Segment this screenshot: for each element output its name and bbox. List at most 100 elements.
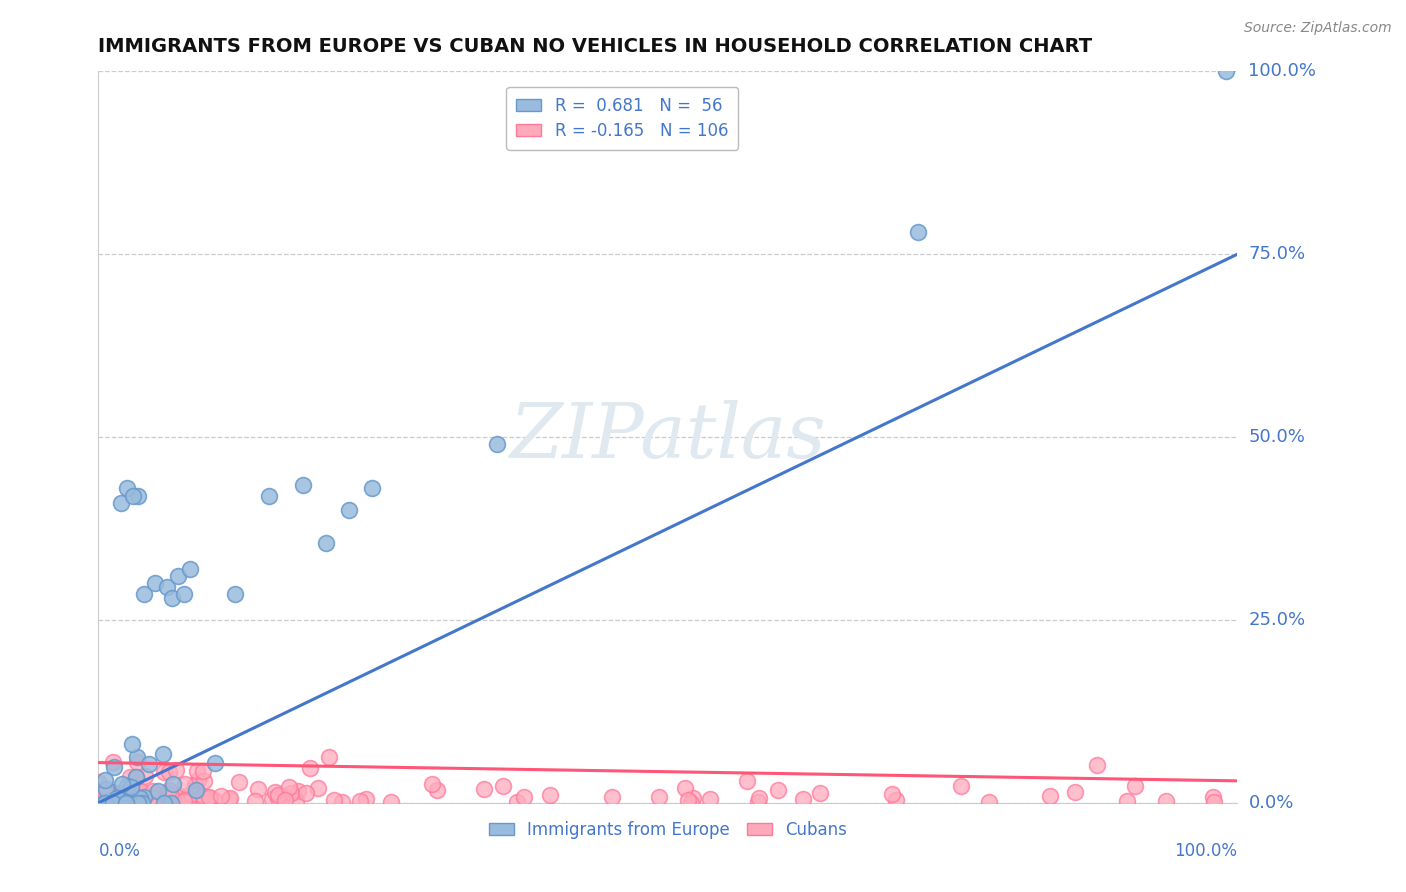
Point xyxy=(115,788,138,802)
Point xyxy=(299,761,322,775)
Point xyxy=(129,791,152,805)
Point xyxy=(380,795,402,809)
Point xyxy=(1204,795,1226,809)
Point xyxy=(1154,794,1177,808)
Point xyxy=(735,774,758,789)
Point xyxy=(100,796,122,810)
Point xyxy=(337,503,360,517)
Point xyxy=(202,793,225,807)
Point xyxy=(678,793,700,807)
Point xyxy=(198,790,221,805)
Point xyxy=(186,772,208,787)
Point xyxy=(318,750,340,764)
Point xyxy=(180,787,202,801)
Point xyxy=(162,777,184,791)
Point xyxy=(219,791,242,805)
Point xyxy=(94,796,117,810)
Point xyxy=(267,790,290,805)
Point xyxy=(748,791,770,805)
Point xyxy=(259,489,281,503)
Point xyxy=(191,764,214,778)
Point xyxy=(747,795,769,809)
Point xyxy=(274,793,297,807)
Point xyxy=(120,780,142,795)
Point xyxy=(141,789,163,803)
Point xyxy=(179,562,201,576)
Text: 50.0%: 50.0% xyxy=(1249,428,1305,446)
Point xyxy=(115,790,138,805)
Point xyxy=(512,790,534,805)
Point xyxy=(157,783,180,797)
Point xyxy=(101,796,124,810)
Point xyxy=(211,789,233,803)
Point xyxy=(152,793,174,807)
Point xyxy=(1039,789,1062,804)
Point xyxy=(132,587,155,601)
Point xyxy=(506,795,529,809)
Point xyxy=(600,790,623,805)
Point xyxy=(267,788,290,802)
Point xyxy=(295,786,318,800)
Point xyxy=(160,796,183,810)
Point xyxy=(307,781,329,796)
Point xyxy=(323,793,346,807)
Point xyxy=(699,792,721,806)
Text: 25.0%: 25.0% xyxy=(1249,611,1306,629)
Point xyxy=(157,764,180,779)
Point xyxy=(808,786,831,800)
Point xyxy=(177,792,200,806)
Text: 100.0%: 100.0% xyxy=(1249,62,1316,80)
Point xyxy=(315,536,337,550)
Point xyxy=(354,792,377,806)
Point xyxy=(204,756,226,770)
Text: 0.0%: 0.0% xyxy=(98,842,141,860)
Point xyxy=(112,796,135,810)
Point xyxy=(228,775,250,789)
Point xyxy=(486,437,509,451)
Point xyxy=(176,789,198,804)
Point xyxy=(1085,758,1108,772)
Point xyxy=(87,775,110,789)
Point xyxy=(792,792,814,806)
Text: Source: ZipAtlas.com: Source: ZipAtlas.com xyxy=(1244,21,1392,35)
Point xyxy=(1215,64,1237,78)
Point xyxy=(105,796,128,810)
Point xyxy=(101,785,124,799)
Point xyxy=(176,795,198,809)
Point xyxy=(121,737,143,751)
Point xyxy=(330,795,353,809)
Point xyxy=(153,764,176,779)
Point xyxy=(271,789,294,803)
Point xyxy=(138,757,160,772)
Point xyxy=(153,796,176,810)
Point xyxy=(187,787,209,801)
Point xyxy=(96,788,118,802)
Point xyxy=(103,755,125,769)
Point xyxy=(156,789,179,804)
Point xyxy=(472,782,495,797)
Point xyxy=(1125,779,1147,793)
Point xyxy=(142,791,165,805)
Point xyxy=(224,587,246,601)
Point xyxy=(127,796,149,810)
Point xyxy=(681,796,703,810)
Point xyxy=(1116,794,1139,808)
Point xyxy=(420,777,443,791)
Point xyxy=(125,770,148,784)
Point xyxy=(287,784,309,798)
Point xyxy=(142,790,165,805)
Point xyxy=(191,789,214,804)
Point xyxy=(134,768,156,782)
Point xyxy=(247,781,270,796)
Point xyxy=(143,787,166,801)
Point xyxy=(145,576,167,591)
Point xyxy=(186,791,208,805)
Point xyxy=(105,790,128,805)
Point xyxy=(162,793,184,807)
Point xyxy=(1202,789,1225,804)
Point xyxy=(103,796,125,810)
Point xyxy=(124,770,146,784)
Point xyxy=(285,794,308,808)
Point xyxy=(152,747,174,761)
Point xyxy=(360,481,382,495)
